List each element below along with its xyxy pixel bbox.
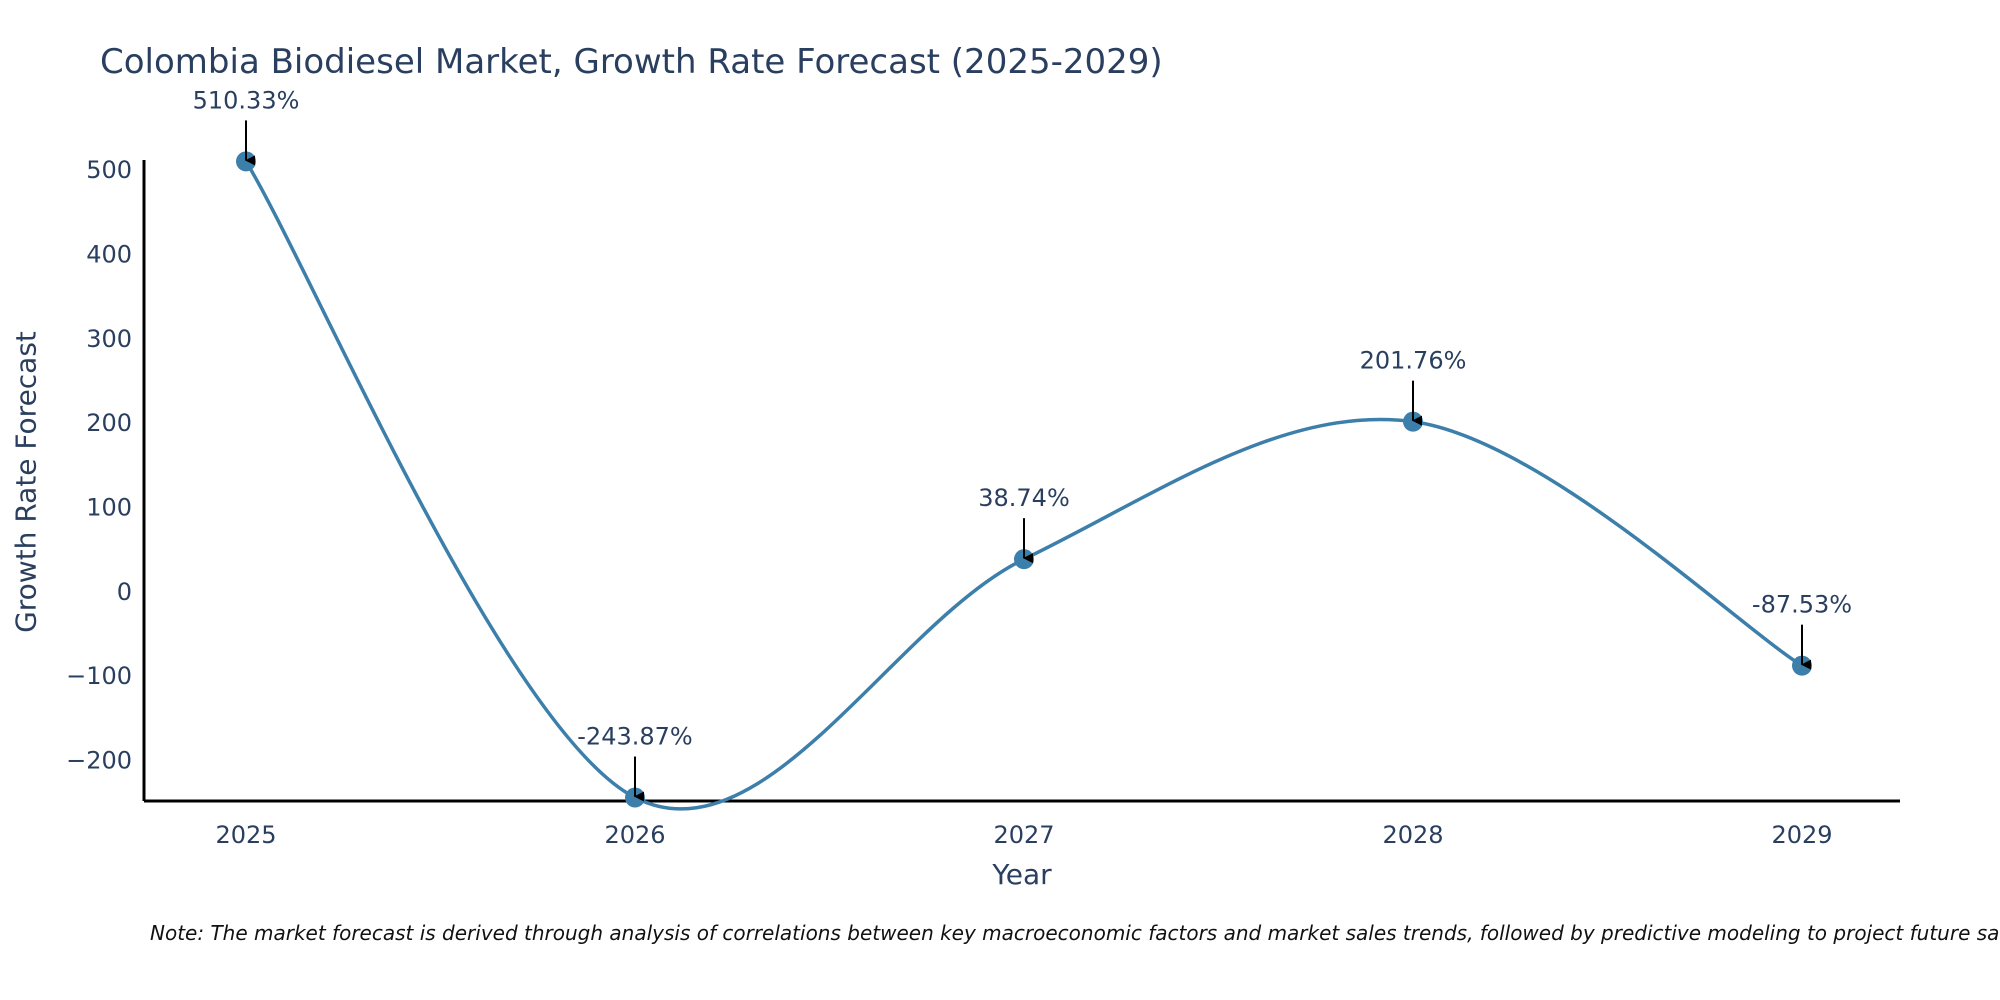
x-tick-label: 2026 <box>604 821 665 849</box>
y-tick-label: −100 <box>66 662 132 690</box>
data-label: -243.87% <box>577 723 692 751</box>
x-tick-label: 2028 <box>1382 821 1443 849</box>
data-label: 201.76% <box>1360 347 1467 375</box>
data-label: -87.53% <box>1752 591 1852 619</box>
x-tick-label: 2027 <box>993 821 1054 849</box>
x-tick-label: 2025 <box>215 821 276 849</box>
series-line <box>244 160 1803 811</box>
y-tick-label: 0 <box>117 578 132 606</box>
data-annotations: 510.33% -243.87% 38.74% 201.76% -87.53% <box>193 86 1852 802</box>
data-markers <box>236 151 1812 808</box>
y-tick-label: −200 <box>66 747 132 775</box>
y-tick-label: 100 <box>86 493 132 521</box>
y-axis-ticks: −200 −100 0 100 200 300 400 500 <box>66 156 132 774</box>
axes <box>142 160 1900 803</box>
data-label: 510.33% <box>193 86 300 114</box>
series-growth-rate <box>244 160 1803 811</box>
y-tick-label: 500 <box>86 156 132 184</box>
data-label: 38.74% <box>978 484 1070 512</box>
y-tick-label: 200 <box>86 409 132 437</box>
y-axis-label: Growth Rate Forecast <box>9 331 43 633</box>
footnote: Note: The market forecast is derived thr… <box>150 921 2000 945</box>
chart-title: Colombia Biodiesel Market, Growth Rate F… <box>100 42 1163 82</box>
y-tick-label: 400 <box>86 240 132 268</box>
x-tick-label: 2029 <box>1771 821 1832 849</box>
x-axis-label: Year <box>992 858 1052 891</box>
y-tick-label: 300 <box>86 325 132 353</box>
x-axis-ticks: 2025 2026 2027 2028 2029 <box>215 821 1832 849</box>
